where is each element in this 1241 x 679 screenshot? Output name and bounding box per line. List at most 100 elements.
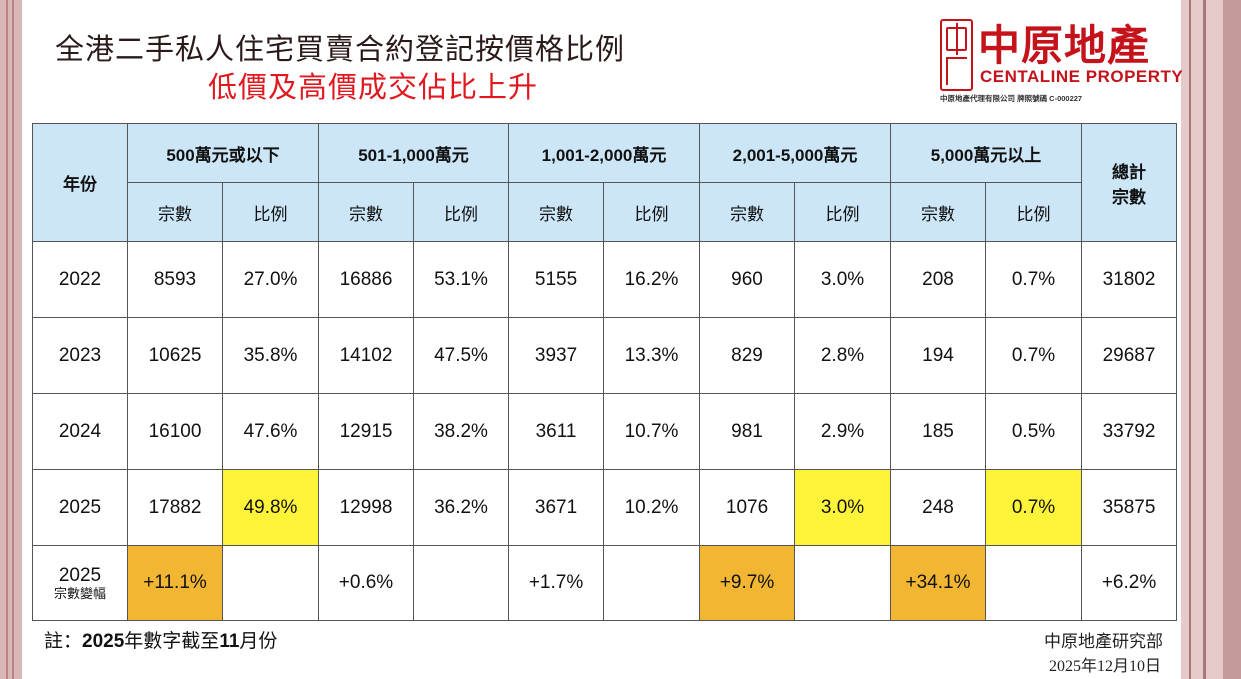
- data-cell: 10.2%: [603, 469, 701, 546]
- data-cell: 17882: [127, 469, 223, 546]
- band-header: 1,001-2,000萬元: [508, 123, 701, 183]
- band-header: 500萬元或以下: [127, 123, 319, 183]
- data-cell: 1076: [699, 469, 796, 546]
- highlighted-change-cell: +11.1%: [127, 545, 223, 621]
- data-cell: 47.6%: [222, 393, 319, 470]
- data-cell: 3937: [508, 317, 605, 394]
- header-row-subcols: 宗數 比例 宗數 比例 宗數 比例 宗數 比例 宗數 比例: [33, 182, 1177, 242]
- data-cell: 47.5%: [412, 317, 510, 394]
- data-cell: 2.9%: [794, 393, 892, 470]
- year-cell: 2022: [32, 241, 128, 318]
- note-year: 2025: [82, 631, 125, 652]
- note-mid: 年數字截至: [124, 631, 220, 652]
- data-cell: 35.8%: [222, 317, 319, 394]
- data-cell: 3611: [508, 393, 605, 470]
- note-suffix: 月份: [239, 631, 278, 652]
- logo-license-text: 中原地產代理有限公司 牌照號碼 C-000227: [940, 94, 1083, 103]
- count-subheader: 宗數: [890, 182, 987, 242]
- count-subheader: 宗數: [699, 182, 796, 242]
- ratio-subheader: 比例: [985, 182, 1083, 242]
- logo-english-name: CENTALINE PROPERTY: [980, 67, 1184, 86]
- data-cell: 8593: [127, 241, 223, 318]
- count-subheader: 宗數: [318, 182, 414, 242]
- change-year: 2025: [58, 564, 102, 586]
- table-row: 2022 8593 27.0% 16886 53.1% 5155 16.2% 9…: [32, 241, 1178, 318]
- change-year-cell: 2025 宗數變幅: [32, 545, 128, 621]
- logo-chinese-name: 中原地產: [978, 21, 1151, 70]
- count-subheader: 宗數: [127, 182, 223, 242]
- footnote: 註：2025年數字截至11月份: [44, 626, 277, 653]
- highlighted-change-cell: +9.7%: [699, 545, 796, 621]
- total-cell: 33792: [1081, 393, 1178, 470]
- data-cell: 0.5%: [985, 393, 1083, 470]
- data-cell: 16886: [318, 241, 414, 318]
- total-header-text: 總計 宗數: [1112, 162, 1147, 207]
- ratio-subheader: 比例: [794, 182, 892, 242]
- highlighted-ratio-cell: 3.0%: [794, 469, 892, 546]
- data-cell: 16.2%: [603, 241, 701, 318]
- empty-cell: [222, 545, 319, 621]
- empty-cell: [794, 545, 892, 621]
- data-cell: 185: [890, 393, 987, 470]
- year-cell: 2024: [32, 393, 128, 470]
- page-subtitle: 低價及高價成交佔比上升: [208, 70, 539, 104]
- table-row: 2024 16100 47.6% 12915 38.2% 3611 10.7% …: [32, 393, 1178, 470]
- empty-cell: [985, 545, 1083, 621]
- table-row: 2025 17882 49.8% 12998 36.2% 3671 10.2% …: [32, 469, 1178, 546]
- data-cell: 10.7%: [603, 393, 701, 470]
- change-row: 2025 宗數變幅 +11.1% +0.6% +1.7% +9.7% +34.1…: [32, 545, 1178, 621]
- ratio-subheader: 比例: [603, 182, 701, 242]
- data-cell: 27.0%: [222, 241, 319, 318]
- highlighted-ratio-cell: 0.7%: [985, 469, 1083, 546]
- change-cell: +0.6%: [318, 545, 414, 621]
- data-cell: 3671: [508, 469, 605, 546]
- data-cell: 0.7%: [985, 317, 1083, 394]
- data-cell: 0.7%: [985, 241, 1083, 318]
- empty-cell: [412, 545, 510, 621]
- data-cell: 5155: [508, 241, 605, 318]
- right-border-decoration: [1181, 0, 1241, 679]
- year-cell: 2023: [32, 317, 128, 394]
- data-cell: 13.3%: [603, 317, 701, 394]
- total-cell: 35875: [1081, 469, 1178, 546]
- data-cell: 829: [699, 317, 796, 394]
- table-row: 2023 10625 35.8% 14102 47.5% 3937 13.3% …: [32, 317, 1178, 394]
- data-cell: 2.8%: [794, 317, 892, 394]
- data-cell: 16100: [127, 393, 223, 470]
- seal-icon: [940, 19, 973, 91]
- highlighted-change-cell: +34.1%: [890, 545, 987, 621]
- note-month: 11: [219, 631, 240, 652]
- change-cell: +1.7%: [508, 545, 605, 621]
- price-band-table: 年份 500萬元或以下 501-1,000萬元 1,001-2,000萬元 2,…: [32, 123, 1178, 621]
- ratio-subheader: 比例: [412, 182, 510, 242]
- band-header: 2,001-5,000萬元: [699, 123, 892, 183]
- data-cell: 38.2%: [412, 393, 510, 470]
- data-cell: 981: [699, 393, 796, 470]
- data-cell: 10625: [127, 317, 223, 394]
- data-cell: 208: [890, 241, 987, 318]
- source-department: 中原地產研究部: [1044, 632, 1163, 652]
- data-cell: 53.1%: [412, 241, 510, 318]
- ratio-subheader: 比例: [222, 182, 319, 242]
- highlighted-ratio-cell: 49.8%: [222, 469, 319, 546]
- data-cell: 12915: [318, 393, 414, 470]
- band-header: 5,000萬元以上: [890, 123, 1083, 183]
- note-prefix: 註：: [44, 631, 83, 652]
- total-change-cell: +6.2%: [1081, 545, 1178, 621]
- data-cell: 36.2%: [412, 469, 510, 546]
- count-subheader: 宗數: [508, 182, 605, 242]
- data-cell: 12998: [318, 469, 414, 546]
- change-label: 宗數變幅: [53, 585, 106, 601]
- total-header: 總計 宗數: [1081, 123, 1178, 242]
- year-cell: 2025: [32, 469, 128, 546]
- left-border-decoration: [0, 0, 22, 679]
- empty-cell: [603, 545, 701, 621]
- data-cell: 248: [890, 469, 987, 546]
- data-cell: 194: [890, 317, 987, 394]
- page-title: 全港二手私人住宅買賣合約登記按價格比例: [55, 32, 626, 66]
- data-cell: 14102: [318, 317, 414, 394]
- year-header: 年份: [32, 123, 128, 242]
- data-cell: 3.0%: [794, 241, 892, 318]
- data-cell: 960: [699, 241, 796, 318]
- centaline-logo: 中原地產 CENTALINE PROPERTY 中原地產代理有限公司 牌照號碼 …: [940, 14, 1184, 106]
